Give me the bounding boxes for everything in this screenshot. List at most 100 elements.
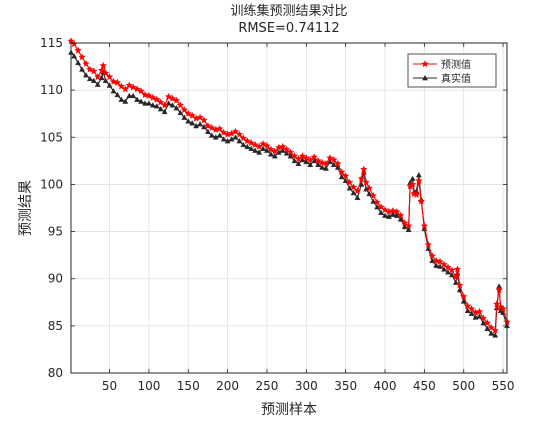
data-point xyxy=(169,102,176,108)
y-tick-label: 110 xyxy=(40,83,63,97)
data-point xyxy=(200,116,208,124)
data-point xyxy=(204,128,211,134)
data-point xyxy=(467,304,476,313)
data-point xyxy=(346,185,353,191)
data-point xyxy=(353,187,362,195)
data-point xyxy=(378,209,385,215)
data-point xyxy=(291,157,298,164)
data-point xyxy=(341,172,350,180)
y-axis-title: 预测结果 xyxy=(18,180,34,236)
data-point xyxy=(495,286,503,294)
data-point xyxy=(475,307,484,315)
x-tick-label: 500 xyxy=(452,379,475,393)
data-point xyxy=(404,221,413,230)
data-point xyxy=(181,114,188,120)
data-point xyxy=(216,124,224,132)
x-tick-label: 100 xyxy=(137,379,160,393)
data-point xyxy=(405,226,412,232)
data-point xyxy=(201,123,207,130)
data-point xyxy=(156,98,165,106)
data-point xyxy=(437,263,444,269)
data-point xyxy=(138,98,144,104)
data-point xyxy=(330,161,337,167)
data-point xyxy=(389,206,397,215)
data-point xyxy=(118,96,125,102)
data-point xyxy=(134,96,141,102)
data-point xyxy=(101,69,110,77)
data-point xyxy=(248,145,255,151)
data-point xyxy=(319,164,325,170)
data-point xyxy=(401,223,408,230)
data-point xyxy=(463,302,472,310)
data-point xyxy=(113,78,122,86)
data-point xyxy=(278,142,287,150)
data-point xyxy=(126,92,133,99)
x-axis-title: 预测样本 xyxy=(261,402,317,418)
data-point xyxy=(448,266,456,274)
data-point xyxy=(362,178,370,186)
data-point xyxy=(216,132,223,138)
data-point xyxy=(432,256,440,264)
data-point xyxy=(98,74,105,81)
data-point xyxy=(145,100,152,106)
data-point xyxy=(286,148,295,156)
data-point xyxy=(483,319,492,327)
data-point xyxy=(172,96,181,104)
data-point xyxy=(105,73,114,81)
y-tick-label: 105 xyxy=(40,130,63,144)
data-point xyxy=(444,263,452,271)
data-point xyxy=(94,81,101,87)
data-point xyxy=(456,281,464,289)
data-point xyxy=(188,111,196,119)
legend-swatch-marker xyxy=(421,60,429,68)
data-point xyxy=(161,108,168,115)
data-point xyxy=(99,61,107,69)
data-point xyxy=(322,159,330,167)
data-point xyxy=(86,75,93,82)
data-point xyxy=(420,221,429,230)
data-point xyxy=(90,67,98,75)
chart-subtitle: RMSE=0.74112 xyxy=(238,21,339,36)
data-point xyxy=(484,325,491,331)
data-point xyxy=(137,87,145,95)
data-point xyxy=(176,101,185,109)
data-point xyxy=(283,150,290,156)
data-point xyxy=(97,66,106,74)
data-point xyxy=(417,197,425,205)
data-point xyxy=(334,159,342,167)
data-point xyxy=(315,161,322,167)
data-point xyxy=(110,88,117,94)
data-point xyxy=(369,191,377,199)
data-point xyxy=(236,138,243,144)
y-tick-label: 95 xyxy=(48,225,63,239)
data-point xyxy=(429,257,436,264)
data-point xyxy=(480,320,487,326)
data-point xyxy=(360,165,368,173)
series-predicted xyxy=(67,37,511,334)
data-point xyxy=(232,134,239,140)
data-point xyxy=(260,145,266,151)
data-point xyxy=(479,314,488,322)
data-point xyxy=(193,122,200,129)
data-point xyxy=(94,73,102,81)
data-point xyxy=(389,211,396,217)
data-point xyxy=(189,120,196,126)
x-tick-label: 350 xyxy=(334,379,357,393)
data-point xyxy=(224,138,231,144)
legend-box xyxy=(407,53,497,88)
data-point xyxy=(130,92,137,99)
data-point xyxy=(310,153,318,161)
data-point xyxy=(365,184,374,192)
data-point xyxy=(468,310,475,316)
axes-box xyxy=(70,42,508,374)
data-point xyxy=(196,113,204,121)
data-point xyxy=(345,178,354,186)
data-point xyxy=(499,304,507,313)
x-tick-label: 550 xyxy=(492,379,515,393)
data-point xyxy=(185,118,192,124)
data-point xyxy=(275,149,282,155)
data-point xyxy=(75,59,82,66)
data-point xyxy=(424,240,433,248)
data-point xyxy=(303,158,310,165)
data-point xyxy=(263,141,271,149)
